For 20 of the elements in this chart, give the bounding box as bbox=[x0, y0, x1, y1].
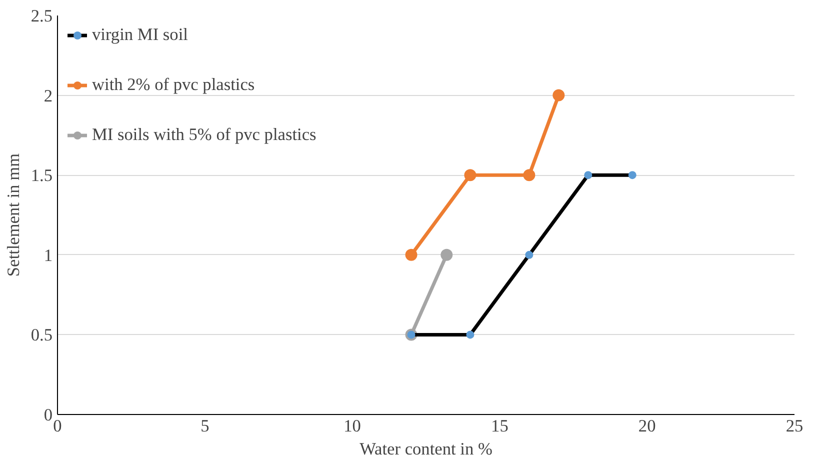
x-tick-label: 20 bbox=[638, 416, 656, 436]
point bbox=[552, 89, 565, 102]
x-tick-label: 15 bbox=[491, 416, 508, 436]
legend-label: MI soils with 5% of pvc plastics bbox=[92, 125, 316, 145]
point bbox=[405, 248, 418, 261]
legend-label: with 2% of pvc plastics bbox=[92, 75, 256, 95]
y-tick-label: 1.5 bbox=[30, 166, 53, 186]
legend-label: virgin MI soil bbox=[92, 25, 189, 45]
point bbox=[464, 169, 476, 182]
x-axis-title: Water content in % bbox=[360, 440, 492, 458]
y-axis-title: Settlement in mm bbox=[4, 152, 23, 277]
x-tick-label: 5 bbox=[200, 416, 210, 436]
y-tick-label: 0.5 bbox=[30, 326, 53, 345]
x-tick-label: 25 bbox=[786, 416, 804, 436]
x-tick-label: 10 bbox=[344, 416, 361, 436]
point bbox=[523, 169, 536, 182]
point bbox=[440, 248, 453, 261]
y-tick-label: 1 bbox=[44, 246, 53, 265]
y-tick-label: 2.5 bbox=[30, 6, 53, 26]
y-tick-label: 2 bbox=[44, 86, 53, 106]
